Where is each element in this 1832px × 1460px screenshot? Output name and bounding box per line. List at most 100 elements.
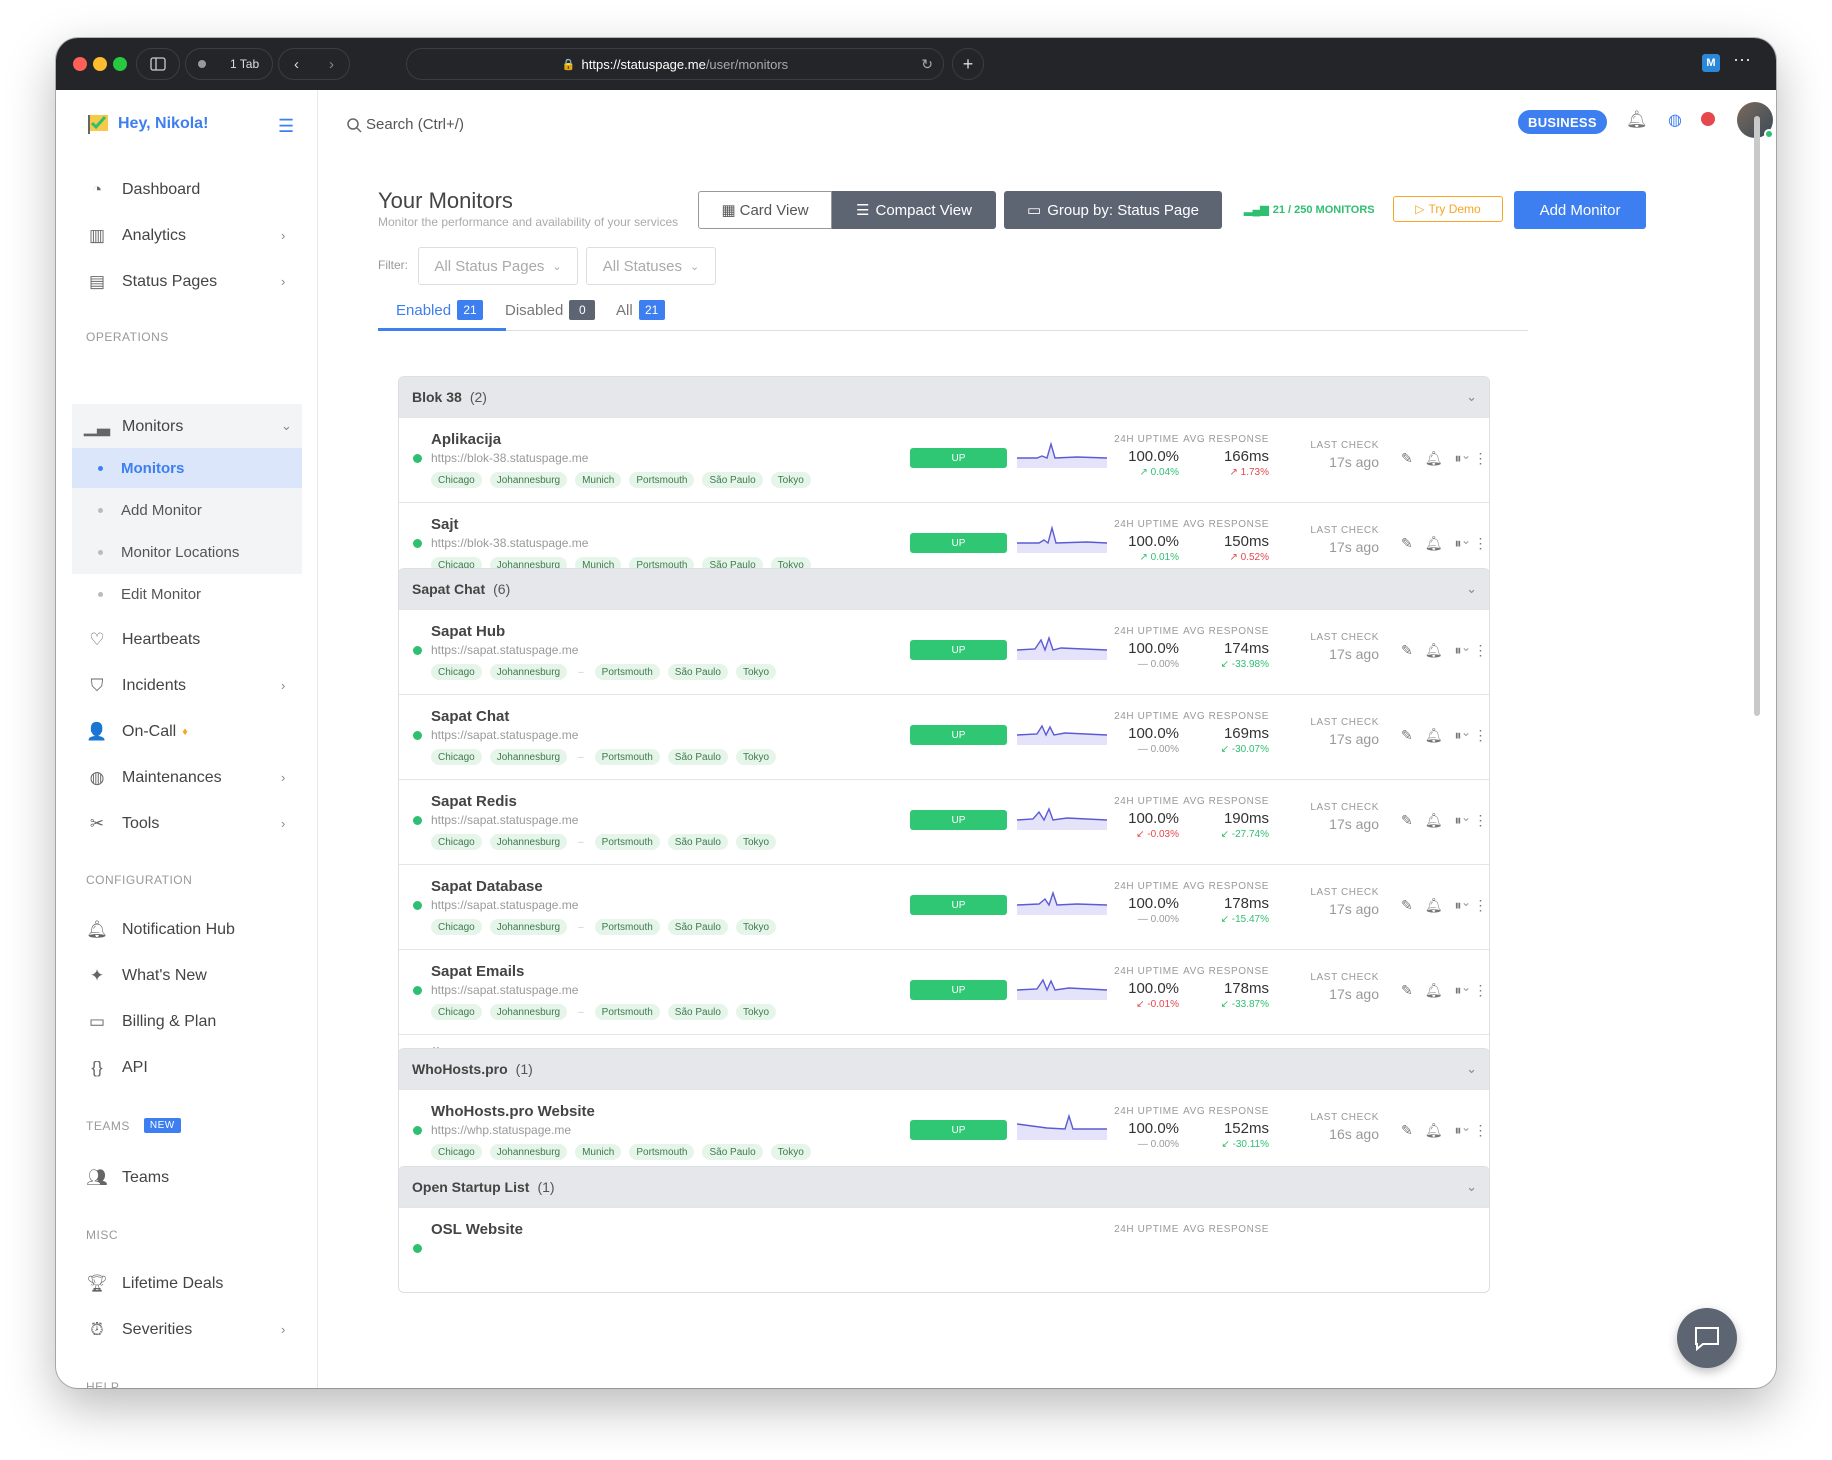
sidebar-item-on-call[interactable]: 👤 On-Call ♦ xyxy=(86,722,188,741)
monitor-url[interactable]: https://blok-38.statuspage.me xyxy=(431,451,589,465)
sidebar-item-incidents[interactable]: ⛉ Incidents xyxy=(86,674,186,698)
monitor-url[interactable]: https://sapat.statuspage.me xyxy=(431,728,579,742)
monitor-name[interactable]: WhoHosts.pro Website xyxy=(431,1103,595,1120)
sidebar-item-status-pages[interactable]: ▤ Status Pages xyxy=(86,270,217,294)
edit-icon[interactable]: ✎ xyxy=(1401,535,1413,551)
search-input[interactable]: Search (Ctrl+/) xyxy=(346,116,464,133)
sidebar-item-billing[interactable]: ▭ Billing & Plan xyxy=(86,1010,216,1034)
monitor-row[interactable]: Sapat Chat https://sapat.statuspage.me C… xyxy=(399,694,1489,779)
tab-all[interactable]: All 21 xyxy=(616,300,665,320)
sidebar-toggle-icon[interactable] xyxy=(136,48,180,80)
group-header[interactable]: Open Startup List (1) xyxy=(399,1167,1489,1207)
monitor-row[interactable]: OSL Website 24H UPTIME AVG RESPONSE xyxy=(399,1207,1489,1292)
sidebar-item-dashboard[interactable]: ◔ Dashboard xyxy=(86,178,200,202)
edit-icon[interactable]: ✎ xyxy=(1401,1122,1413,1138)
more-vertical-icon[interactable]: ⋮ xyxy=(1473,727,1488,743)
chevron-down-icon[interactable]: ⌄ xyxy=(1460,895,1471,909)
pause-icon[interactable]: ⏸︎ xyxy=(1454,812,1462,828)
bell-icon[interactable]: 🔔︎ xyxy=(1424,642,1443,658)
sidebar-item-lifetime-deals[interactable]: 🏆︎ Lifetime Deals xyxy=(86,1274,224,1293)
pause-icon[interactable]: ⏸︎ xyxy=(1454,897,1462,913)
pause-icon[interactable]: ⏸︎ xyxy=(1454,982,1462,998)
monitor-url[interactable]: https://sapat.statuspage.me xyxy=(431,813,579,827)
compact-view-button[interactable]: ☰ Compact View xyxy=(832,191,996,229)
monitor-url[interactable]: https://whp.statuspage.me xyxy=(431,1123,572,1137)
monitor-url[interactable]: https://blok-38.statuspage.me xyxy=(431,536,589,550)
more-vertical-icon[interactable]: ⋮ xyxy=(1473,535,1488,551)
sidebar-subitem-monitors[interactable]: Monitors xyxy=(98,460,184,477)
status-filter[interactable]: All Statuses ⌄ xyxy=(586,247,716,285)
scrollbar[interactable] xyxy=(1754,116,1760,716)
language-flag-icon[interactable] xyxy=(1701,112,1715,126)
bell-icon[interactable]: 🔔︎ xyxy=(1626,110,1648,129)
bell-icon[interactable]: 🔔︎ xyxy=(1424,450,1443,466)
forward-icon[interactable]: › xyxy=(329,55,334,73)
sidebar-item-severities[interactable]: ⏰︎ Severities xyxy=(86,1318,192,1342)
minimize-window-button[interactable] xyxy=(93,57,107,71)
pause-icon[interactable]: ⏸︎ xyxy=(1454,727,1462,743)
monitor-row[interactable]: WhoHosts.pro Website https://whp.statusp… xyxy=(399,1089,1489,1174)
more-vertical-icon[interactable]: ⋮ xyxy=(1473,1122,1488,1138)
edit-icon[interactable]: ✎ xyxy=(1401,812,1413,828)
sidebar-item-maintenances[interactable]: ◍ Maintenances xyxy=(86,766,222,790)
sidebar-item-heartbeats[interactable]: ♡ Heartbeats xyxy=(86,628,200,652)
monitor-url[interactable]: https://sapat.statuspage.me xyxy=(431,898,579,912)
monitor-row[interactable]: Sapat Emails https://sapat.statuspage.me… xyxy=(399,949,1489,1034)
back-icon[interactable]: ‹ xyxy=(294,55,299,73)
sidebar-item-notification-hub[interactable]: 🔔︎ Notification Hub xyxy=(86,920,235,939)
sidebar-subitem-edit-monitor[interactable]: Edit Monitor xyxy=(98,586,201,603)
sidebar-item-teams[interactable]: 👥︎ Teams xyxy=(86,1168,170,1187)
sidebar-subitem-monitor-locations[interactable]: Monitor Locations xyxy=(98,544,239,561)
bell-icon[interactable]: 🔔︎ xyxy=(1424,982,1443,998)
monitor-name[interactable]: Sapat Chat xyxy=(431,708,510,725)
chevron-down-icon[interactable]: ⌄ xyxy=(1466,389,1477,404)
edit-icon[interactable]: ✎ xyxy=(1401,642,1413,658)
monitor-row[interactable]: Aplikacija https://blok-38.statuspage.me… xyxy=(399,417,1489,502)
sidebar-item-analytics[interactable]: ▥ Analytics xyxy=(86,224,186,248)
group-header[interactable]: WhoHosts.pro (1) xyxy=(399,1049,1489,1089)
monitor-url[interactable]: https://sapat.statuspage.me xyxy=(431,983,579,997)
chevron-down-icon[interactable]: ⌄ xyxy=(1460,640,1471,654)
chevron-down-icon[interactable]: ⌄ xyxy=(1466,1061,1477,1076)
sidebar-item-tools[interactable]: ✂ Tools xyxy=(86,812,159,836)
more-vertical-icon[interactable]: ⋮ xyxy=(1473,812,1488,828)
monitor-name[interactable]: Sajt xyxy=(431,516,459,533)
tab-disabled[interactable]: Disabled 0 xyxy=(505,300,596,320)
group-by-button[interactable]: ▭ Group by: Status Page xyxy=(1004,191,1222,229)
globe-icon[interactable]: ◍ xyxy=(1668,112,1682,129)
monitor-name[interactable]: Sapat Database xyxy=(431,878,543,895)
pause-icon[interactable]: ⏸︎ xyxy=(1454,535,1462,551)
card-view-button[interactable]: ▦ Card View xyxy=(698,191,832,229)
chevron-down-icon[interactable]: ⌄ xyxy=(1466,1179,1477,1194)
monitor-name[interactable]: Sapat Emails xyxy=(431,963,525,980)
maximize-window-button[interactable] xyxy=(113,57,127,71)
plan-badge[interactable]: BUSINESS xyxy=(1518,110,1607,134)
status-page-filter[interactable]: All Status Pages ⌄ xyxy=(418,247,578,285)
extension-icon[interactable]: M xyxy=(1702,54,1720,72)
chevron-down-icon[interactable]: ⌄ xyxy=(1460,725,1471,739)
sidebar-item-monitors[interactable]: ▁▃ Monitors xyxy=(84,415,183,439)
monitor-row[interactable]: Sajt https://blok-38.statuspage.me Chica… xyxy=(399,502,1489,587)
pause-icon[interactable]: ⏸︎ xyxy=(1454,1122,1462,1138)
url-bar[interactable]: 🔒 https://statuspage.me/user/monitors ↻ xyxy=(406,48,944,80)
sidebar-item-whats-new[interactable]: ✦ What's New xyxy=(86,964,207,988)
bell-icon[interactable]: 🔔︎ xyxy=(1424,897,1443,913)
tab-enabled[interactable]: Enabled 21 xyxy=(396,300,484,320)
chat-button[interactable] xyxy=(1677,1308,1737,1368)
chevron-down-icon[interactable]: ⌄ xyxy=(1460,980,1471,994)
edit-icon[interactable]: ✎ xyxy=(1401,450,1413,466)
more-vertical-icon[interactable]: ⋮ xyxy=(1473,982,1488,998)
bell-icon[interactable]: 🔔︎ xyxy=(1424,812,1443,828)
monitor-name[interactable]: Aplikacija xyxy=(431,431,502,448)
bell-icon[interactable]: 🔔︎ xyxy=(1424,1122,1443,1138)
group-header[interactable]: Blok 38 (2) xyxy=(399,377,1489,417)
chevron-down-icon[interactable]: ⌄ xyxy=(1460,1120,1471,1134)
monitor-row[interactable]: Sapat Database https://sapat.statuspage.… xyxy=(399,864,1489,949)
chevron-down-icon[interactable]: ⌄ xyxy=(1460,810,1471,824)
monitor-name[interactable]: Sapat Redis xyxy=(431,793,517,810)
monitor-name[interactable]: OSL Website xyxy=(431,1221,523,1238)
edit-icon[interactable]: ✎ xyxy=(1401,897,1413,913)
reload-icon[interactable]: ↻ xyxy=(921,55,933,72)
tab-group-pill[interactable]: 1 Tab xyxy=(185,48,273,80)
monitor-row[interactable]: Sapat Hub https://sapat.statuspage.me Ch… xyxy=(399,609,1489,694)
